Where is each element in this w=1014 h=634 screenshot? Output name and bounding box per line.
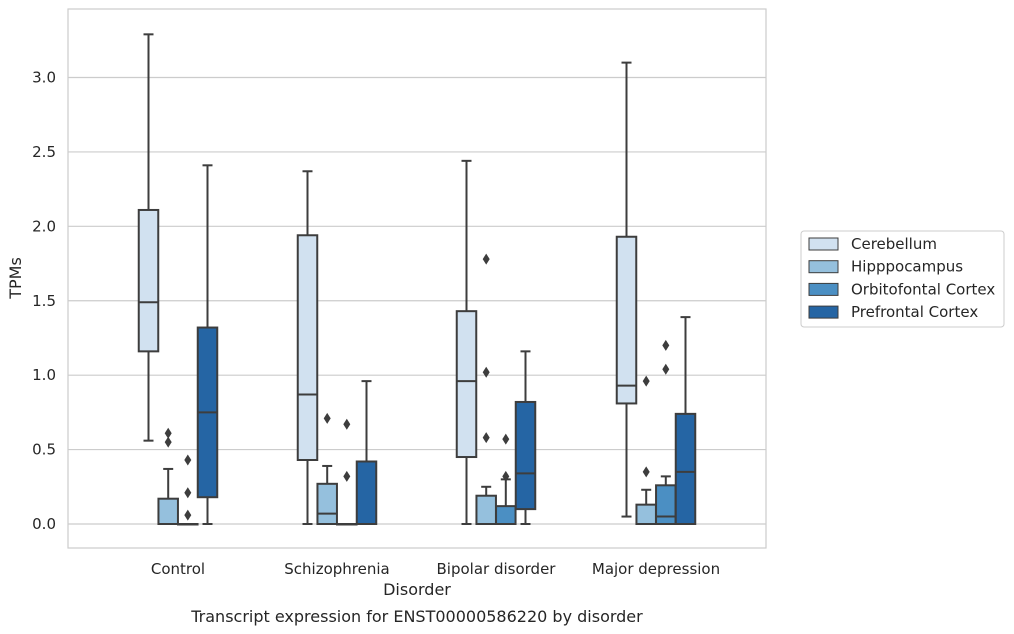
box-group	[196, 164, 219, 525]
legend-label: Prefrontal Cortex	[851, 303, 978, 321]
outlier-point	[662, 339, 670, 351]
outlier-point	[482, 366, 490, 378]
box-iqr	[355, 460, 378, 525]
box-group	[296, 170, 319, 525]
box-iqr	[495, 505, 517, 526]
gridlines	[68, 76, 766, 525]
legend-swatch	[808, 237, 839, 251]
outlier-point	[184, 487, 192, 499]
box-group	[495, 433, 517, 526]
box-group	[177, 454, 199, 526]
legend-frame	[800, 230, 1005, 328]
box-group	[355, 380, 378, 525]
box-group	[475, 253, 497, 526]
x-tick-label: Control	[151, 560, 205, 578]
y-tick-label: 2.0	[32, 217, 56, 235]
y-axis-ticks: 0.0 0.5 1.0 1.5 2.0 2.5 3.0	[32, 69, 56, 534]
box-iqr	[674, 412, 697, 526]
outlier-point	[482, 253, 490, 265]
legend-swatch	[808, 305, 839, 319]
box-group	[137, 33, 160, 442]
y-tick-label: 3.0	[32, 69, 56, 87]
y-tick-label: 0.5	[32, 441, 56, 459]
outlier-point	[343, 470, 351, 482]
box-group	[674, 316, 697, 526]
outlier-point	[323, 412, 331, 424]
legend-label: Cerebellum	[851, 235, 937, 253]
legend-swatch	[808, 282, 839, 296]
y-tick-label: 2.5	[32, 143, 56, 161]
chart-caption: Transcript expression for ENST0000058622…	[190, 607, 643, 626]
box-group	[336, 418, 358, 526]
y-tick-label: 1.0	[32, 366, 56, 384]
box-iqr	[296, 234, 319, 462]
plot-frame	[67, 8, 767, 549]
box-iqr	[635, 503, 657, 526]
box-iqr	[475, 494, 497, 526]
x-tick-label: Schizophrenia	[284, 560, 389, 578]
box-group	[157, 427, 179, 525]
box-group	[316, 412, 338, 526]
x-axis-label: Disorder	[383, 580, 451, 599]
box-group	[615, 61, 638, 518]
legend: Cerebellum Hipppocampus Orbitofontal Corte…	[800, 230, 1005, 328]
legend-swatch	[808, 260, 839, 274]
box-iqr	[615, 235, 638, 405]
legend-label: Hipppocampus	[851, 258, 963, 276]
box-group	[455, 159, 478, 525]
x-tick-label: Major depression	[592, 560, 720, 578]
box-iqr	[514, 400, 537, 511]
outlier-point	[482, 432, 490, 444]
box-iqr	[316, 482, 338, 526]
outlier-point	[662, 363, 670, 375]
outlier-point	[184, 454, 192, 466]
box-iqr	[157, 497, 179, 525]
outlier-point	[343, 418, 351, 430]
box-group	[655, 339, 677, 526]
outlier-point	[642, 375, 650, 387]
y-axis-label: TPMs	[6, 257, 25, 300]
box-plot-area	[137, 33, 697, 526]
box-group	[514, 350, 537, 525]
legend-label: Orbitofontal Cortex	[851, 280, 995, 298]
y-tick-label: 0.0	[32, 515, 56, 533]
box-iqr	[655, 484, 677, 526]
outlier-point	[502, 470, 510, 482]
outlier-point	[502, 433, 510, 445]
y-tick-label: 1.5	[32, 292, 56, 310]
x-tick-label: Bipolar disorder	[437, 560, 557, 578]
outlier-point	[184, 509, 192, 521]
box-iqr	[455, 310, 478, 459]
outlier-point	[642, 466, 650, 478]
box-iqr	[137, 208, 160, 353]
outlier-point	[164, 427, 172, 439]
x-axis-ticks: Control Schizophrenia Bipolar disorder Majo…	[151, 560, 720, 578]
outlier-point	[164, 436, 172, 448]
